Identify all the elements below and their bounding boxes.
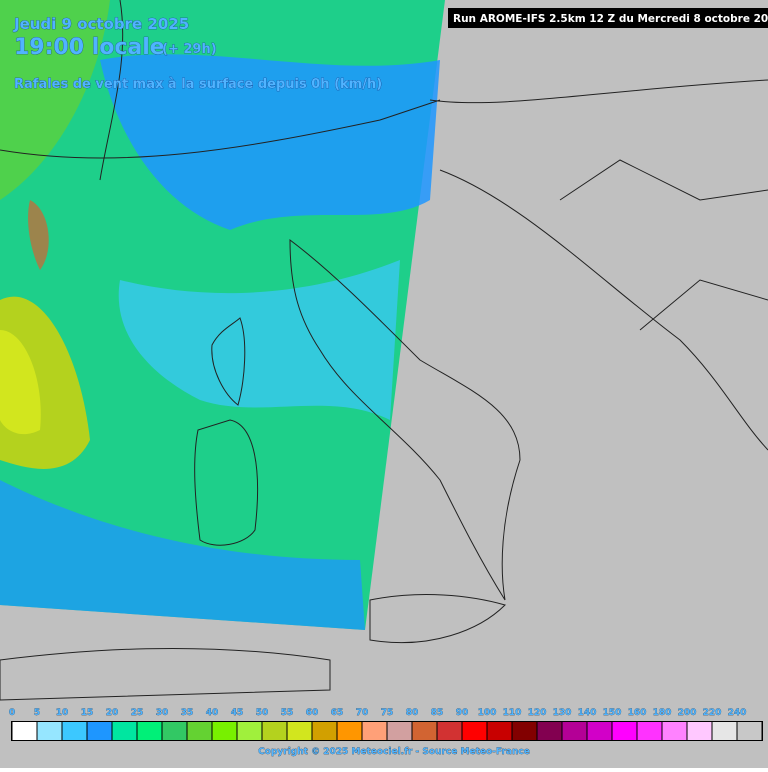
sardinia xyxy=(194,419,259,546)
legend-label: 5 xyxy=(34,708,40,718)
legend-label: 35 xyxy=(181,708,194,718)
legend-swatch xyxy=(437,722,462,740)
north-africa xyxy=(0,647,331,701)
legend-swatch xyxy=(537,722,562,740)
legend-swatch xyxy=(87,722,112,740)
legend-label: 30 xyxy=(156,708,169,718)
legend-label: 40 xyxy=(206,708,219,718)
legend-swatch xyxy=(312,722,337,740)
legend-label: 15 xyxy=(81,708,94,718)
copyright: Copyright © 2025 Meteociel.fr - Source M… xyxy=(258,747,530,757)
legend-swatch xyxy=(337,722,362,740)
legend-label: 80 xyxy=(406,708,419,718)
legend-label: 90 xyxy=(456,708,469,718)
legend-label: 130 xyxy=(553,708,572,718)
legend: 0 5 10 15 20 25 30 35 40 45 50 55 60 65 70 75 80 85 90 100 1… xyxy=(9,708,763,741)
legend-label: 65 xyxy=(331,708,344,718)
legend-label: 25 xyxy=(131,708,144,718)
legend-swatch xyxy=(687,722,712,740)
country-borders xyxy=(0,0,768,331)
legend-swatch xyxy=(212,722,237,740)
legend-label: 100 xyxy=(478,708,497,718)
legend-swatch xyxy=(737,722,762,740)
legend-swatch xyxy=(37,722,62,740)
legend-label: 70 xyxy=(356,708,369,718)
legend-label: 200 xyxy=(678,708,697,718)
legend-swatch xyxy=(262,722,287,740)
date: Jeudi 9 octobre 2025 xyxy=(13,15,189,33)
wind-field xyxy=(118,260,401,420)
legend-label: 0 xyxy=(9,708,15,718)
legend-swatch xyxy=(112,722,137,740)
legend-label: 45 xyxy=(231,708,244,718)
legend-swatch xyxy=(387,722,412,740)
legend-swatch xyxy=(62,722,87,740)
legend-swatch xyxy=(237,722,262,740)
legend-label: 75 xyxy=(381,708,394,718)
legend-label: 110 xyxy=(503,708,522,718)
legend-label: 10 xyxy=(56,708,69,718)
sicily xyxy=(369,594,506,644)
legend-swatch xyxy=(562,722,587,740)
run-box xyxy=(448,8,768,28)
legend-label: 160 xyxy=(628,708,647,718)
legend-label: 240 xyxy=(728,708,747,718)
legend-swatch xyxy=(287,722,312,740)
legend-swatch xyxy=(412,722,437,740)
variable: Rafales de vent max à la surface depuis … xyxy=(14,77,382,92)
legend-label: 85 xyxy=(431,708,444,718)
legend-label: 50 xyxy=(256,708,269,718)
legend-swatch xyxy=(612,722,637,740)
wind-field xyxy=(28,200,49,270)
legend-swatch xyxy=(487,722,512,740)
wind-field xyxy=(0,480,365,630)
legend-label: 20 xyxy=(106,708,119,718)
wind-field xyxy=(100,54,440,230)
legend-label: 120 xyxy=(528,708,547,718)
legend-swatch xyxy=(662,722,687,740)
lead: (+ 29h) xyxy=(162,42,217,57)
legend-label: 140 xyxy=(578,708,597,718)
run-info: Run AROME-IFS 2.5km 12 Z du Mercredi 8 o… xyxy=(453,13,768,25)
legend-swatch xyxy=(187,722,212,740)
legend-swatch xyxy=(637,722,662,740)
legend-label: 150 xyxy=(603,708,622,718)
legend-swatch xyxy=(712,722,737,740)
legend-swatch xyxy=(512,722,537,740)
legend-swatch xyxy=(12,722,37,740)
legend-swatch xyxy=(587,722,612,740)
wind-field xyxy=(0,330,41,435)
corsica xyxy=(211,317,246,406)
legend-label: 180 xyxy=(653,708,672,718)
italy xyxy=(289,238,521,601)
legend-label: 60 xyxy=(306,708,319,718)
wind-field xyxy=(0,0,110,200)
legend-swatch xyxy=(362,722,387,740)
legend-swatch xyxy=(462,722,487,740)
legend-label: 220 xyxy=(703,708,722,718)
legend-swatch xyxy=(137,722,162,740)
legend-label: 55 xyxy=(281,708,294,718)
time: 19:00 locale xyxy=(14,35,165,60)
legend-swatch xyxy=(162,722,187,740)
